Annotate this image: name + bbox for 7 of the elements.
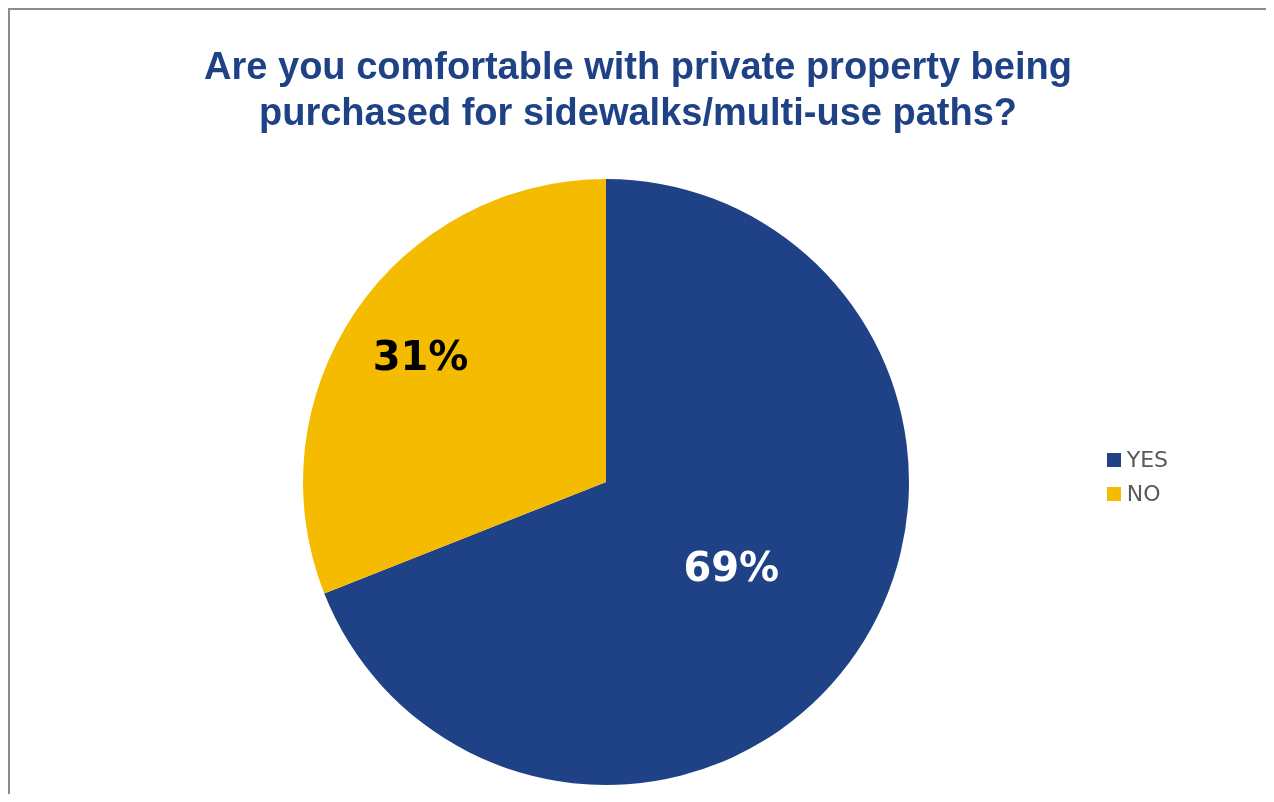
legend-label: NO — [1126, 480, 1161, 508]
chart-title: Are you comfortable with private property being purchased for sidewalks/multi-use paths? — [203, 44, 1073, 135]
pie-slice — [324, 179, 909, 785]
pie-slice — [303, 179, 606, 594]
data-label: 69% — [683, 544, 780, 591]
legend-label: YES — [1126, 446, 1168, 474]
data-label: 31% — [372, 332, 469, 379]
